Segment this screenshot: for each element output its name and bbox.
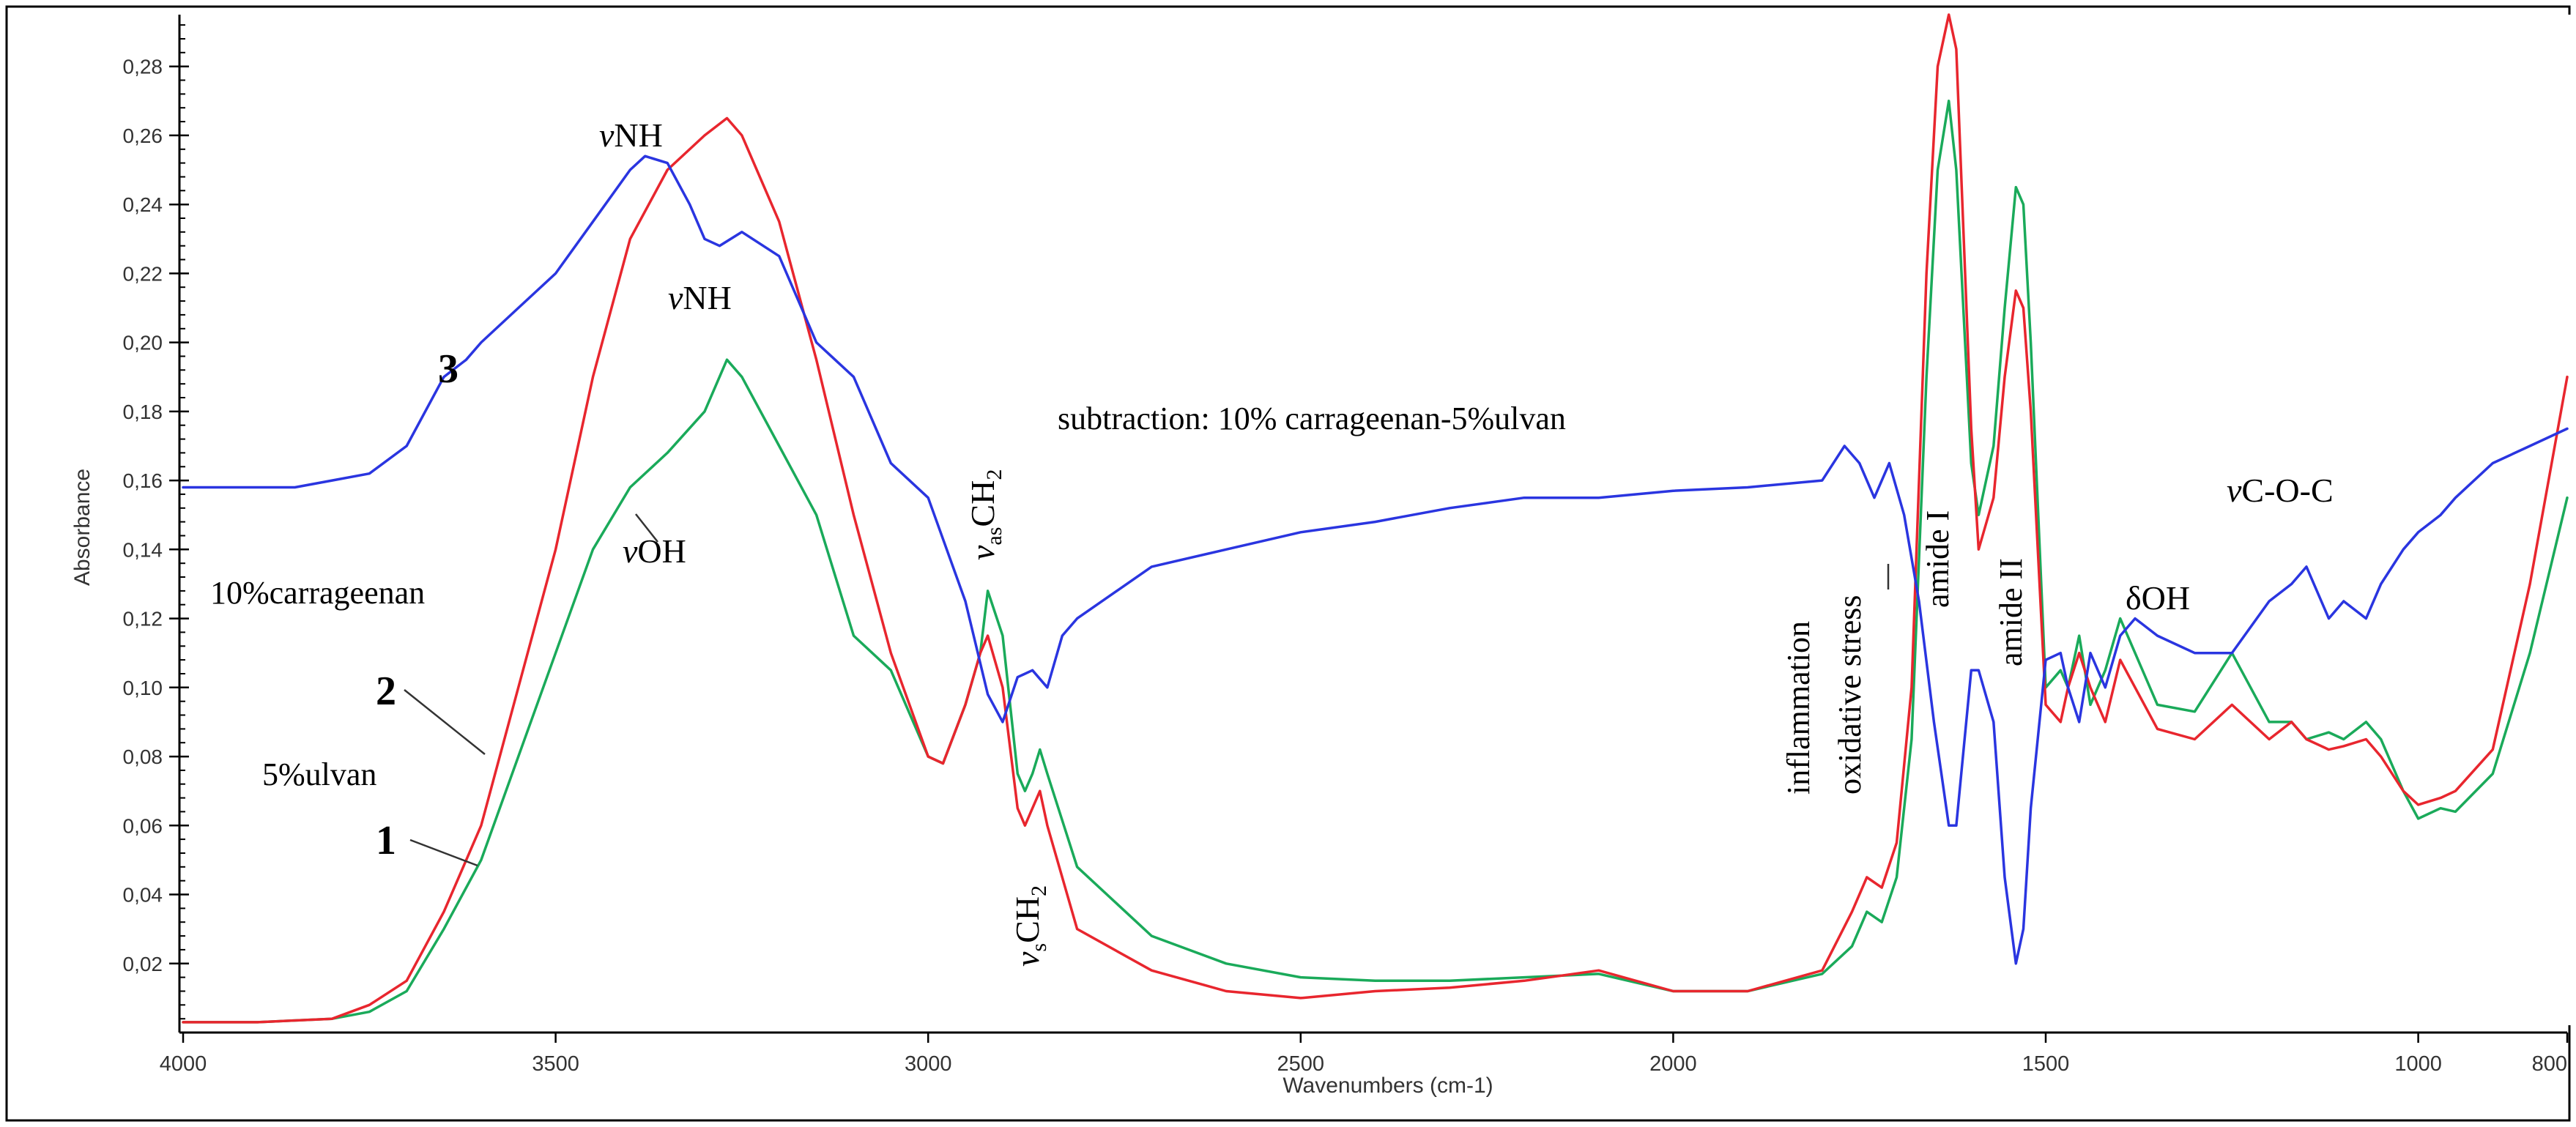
ch-text: CH	[964, 480, 1001, 527]
amide-i-label: amide I	[1920, 510, 1956, 608]
nu-symbol: ν	[2227, 472, 2242, 509]
x-tick-label: 2500	[1277, 1052, 1325, 1076]
y-tick-label: 0,08	[123, 745, 163, 768]
series-label-1: 1	[376, 818, 396, 863]
inflammation-label: inflammation	[1781, 621, 1816, 795]
nu-symbol: ν	[668, 279, 683, 316]
as-subscript: as	[982, 527, 1006, 546]
two-subscript: 2	[982, 469, 1006, 480]
y-tick-label: 0,04	[123, 884, 163, 907]
x-tick-label: 1500	[2022, 1052, 2070, 1076]
coc-text: C-O-C	[2241, 472, 2333, 509]
nu-nh-top-label: νNH	[599, 116, 663, 154]
x-tick-label: 4000	[160, 1052, 207, 1076]
nu-as-ch2-label: νasCH2	[964, 469, 1006, 560]
nu-coc-label: νC-O-C	[2227, 472, 2334, 509]
x-tick-label: 800	[2532, 1052, 2567, 1076]
series-label-2: 2	[376, 669, 396, 714]
leader-line-oh	[635, 513, 658, 543]
y-tick-label: 0,12	[123, 608, 163, 631]
y-axis-title: Absorbance	[70, 469, 94, 586]
y-ticks: 0,02 0,04 0,06 0,08 0,10 0,12 0,14 0,16 0,18 0,20…	[123, 56, 189, 975]
series-line-3	[182, 155, 2569, 965]
carrageenan-label: 10%carrageenan	[210, 575, 425, 611]
x-tick-label: 3500	[532, 1052, 579, 1076]
x-tick-label: 3000	[905, 1052, 952, 1076]
nu-s-ch2-label: νsCH2	[1009, 885, 1051, 967]
nu-symbol: ν	[599, 116, 615, 154]
y-tick-label: 0,02	[123, 953, 163, 975]
x-axis-title: Wavenumbers (cm-1)	[1283, 1074, 1493, 1098]
annotations: 3 2 1 10%carrageenan 5%ulvan subtraction…	[210, 116, 2334, 967]
y-tick-label: 0,20	[123, 332, 163, 354]
x-tick-label: 1000	[2394, 1052, 2442, 1076]
nu-symbol: ν	[964, 545, 1001, 560]
series-line-1	[182, 100, 2569, 1024]
y-tick-label: 0,06	[123, 814, 163, 837]
leader-line-1	[409, 838, 478, 867]
y-tick-label: 0,26	[123, 124, 163, 147]
nu-symbol: ν	[623, 532, 638, 570]
series-label-3: 3	[438, 346, 459, 392]
y-tick-label: 0,16	[123, 469, 163, 492]
y-tick-label: 0,24	[123, 193, 163, 216]
y-tick-label: 0,18	[123, 401, 163, 423]
series-line-2	[182, 13, 2569, 1024]
oxidative-stress-label: oxidative stress	[1832, 595, 1868, 795]
amide-ii-label: amide II	[1993, 558, 2029, 666]
ulvan-label: 5%ulvan	[262, 756, 376, 792]
y-tick-label: 0,28	[123, 56, 163, 78]
delta-oh-label: δOH	[2126, 579, 2190, 617]
nu-nh-mid-label: νNH	[668, 279, 732, 316]
series-group	[182, 13, 2569, 1024]
x-ticks: 4000 3500 3000 2500 2000 1500 1000 800	[160, 1033, 2569, 1076]
nu-symbol: ν	[1009, 951, 1046, 967]
nu-oh-label: νOH	[623, 532, 686, 570]
oh-text: OH	[637, 532, 686, 570]
nh-text: NH	[683, 279, 731, 316]
plot-area	[179, 15, 2571, 1025]
leader-line-2	[404, 689, 486, 755]
ch-text: CH	[1009, 896, 1046, 943]
y-tick-label: 0,10	[123, 677, 163, 699]
two-subscript: 2	[1027, 885, 1051, 896]
y-tick-label: 0,22	[123, 262, 163, 285]
y-tick-label: 0,14	[123, 538, 163, 561]
x-tick-label: 2000	[1649, 1052, 1697, 1076]
nh-text: NH	[614, 116, 662, 154]
s-subscript: s	[1027, 943, 1051, 952]
subtraction-label: subtraction: 10% carrageenan-5%ulvan	[1058, 401, 1566, 436]
